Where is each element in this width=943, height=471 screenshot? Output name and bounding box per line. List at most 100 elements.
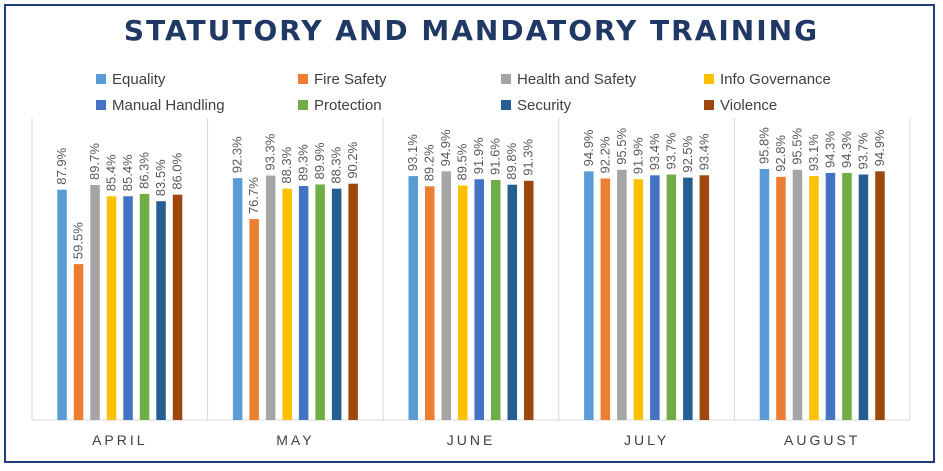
data-label-info-governance-april: 85.4% [104,154,119,191]
bar-security-june [507,184,517,420]
bar-manual-handling-july [650,175,660,420]
legend-label: Equality [112,70,166,88]
bar-fire-safety-august [776,176,786,420]
bar-protection-august [842,172,852,420]
bar-health-and-safety-august [792,169,803,420]
legend-item-health-and-safety: Health and Safety [501,70,636,88]
legend-swatch [96,100,106,110]
x-tick-label-april: APRIL [92,432,147,448]
x-tick-label-may: MAY [276,432,314,448]
legend-item-violence: Violence [704,96,777,114]
data-label-health-and-safety-august: 95.5% [789,127,804,164]
legend-item-equality: Equality [96,70,165,88]
legend-label: Security [517,96,572,114]
bar-violence-august [875,171,885,420]
data-label-fire-safety-may: 76.7% [246,177,261,214]
data-label-security-july: 92.5% [680,135,695,172]
bar-equality-august [759,169,770,420]
legend-item-protection: Protection [298,96,382,114]
bar-security-april [156,201,166,420]
bar-health-and-safety-june [441,171,451,420]
bar-equality-may [232,178,243,420]
x-tick-label-july: JULY [624,432,669,448]
bar-equality-june [408,176,418,420]
legend-label: Health and Safety [517,70,637,88]
data-label-health-and-safety-may: 93.3% [263,133,278,170]
bar-protection-may [315,184,325,420]
bar-equality-july [584,171,594,420]
data-label-manual-handling-may: 89.3% [296,144,311,181]
data-label-protection-april: 86.3% [137,152,152,189]
data-label-security-april: 83.5% [153,159,168,196]
bar-violence-july [699,175,710,420]
data-label-equality-april: 87.9% [54,147,69,184]
data-label-equality-may: 92.3% [230,136,245,173]
bar-security-may [331,188,342,420]
legend-label: Info Governance [720,70,831,88]
legend-swatch [501,74,511,84]
data-label-security-may: 88.3% [329,146,344,183]
data-label-security-august: 93.7% [855,132,870,169]
data-label-violence-may: 90.2% [345,141,360,178]
data-label-fire-safety-august: 92.8% [773,135,788,172]
data-label-info-governance-june: 89.5% [455,143,470,180]
bar-manual-handling-april [123,196,133,420]
bar-protection-july [666,174,677,420]
bar-info-governance-july [633,179,644,420]
legend-swatch [298,74,308,84]
data-label-protection-august: 94.3% [839,131,854,168]
legend-item-fire-safety: Fire Safety [298,70,387,88]
data-label-equality-june: 93.1% [405,134,420,171]
bar-violence-may [348,183,358,420]
data-label-protection-june: 91.6% [488,138,503,175]
bar-violence-june [524,180,534,420]
legend-label: Protection [314,96,382,114]
bar-violence-april [172,194,183,420]
data-label-manual-handling-april: 85.4% [120,154,135,191]
bar-health-and-safety-may [265,175,276,420]
bar-fire-safety-may [249,219,259,420]
bar-manual-handling-august [825,172,836,420]
legend-item-info-governance: Info Governance [704,70,831,88]
data-label-health-and-safety-july: 95.5% [614,127,629,164]
data-label-equality-august: 95.8% [756,127,771,164]
chart-title: STATUTORY AND MANDATORY TRAINING [123,14,820,47]
bar-protection-april [139,193,150,420]
x-tick-label-june: JUNE [447,432,496,448]
data-label-manual-handling-august: 94.3% [822,131,837,168]
bar-info-governance-august [809,176,819,420]
legend-swatch [501,100,511,110]
data-label-equality-july: 94.9% [581,129,596,166]
data-label-manual-handling-june: 91.9% [471,137,486,174]
data-label-health-and-safety-june: 94.9% [438,129,453,166]
data-label-security-june: 89.8% [504,142,519,179]
data-label-info-governance-july: 91.9% [630,137,645,174]
bar-manual-handling-june [474,179,484,420]
data-label-info-governance-august: 93.1% [806,134,821,171]
bar-health-and-safety-july [617,169,627,420]
bar-protection-june [491,180,501,420]
data-label-protection-july: 93.7% [663,132,678,169]
data-label-protection-may: 89.9% [312,142,327,179]
bar-health-and-safety-april [90,184,100,420]
bar-info-governance-may [282,188,292,420]
legend-swatch [704,74,714,84]
data-label-violence-june: 91.3% [521,138,536,175]
data-label-info-governance-may: 88.3% [279,146,294,183]
legend-swatch [704,100,714,110]
data-label-health-and-safety-april: 89.7% [87,143,102,180]
bar-fire-safety-april [73,264,84,420]
legend-label: Violence [720,96,778,114]
bar-equality-april [57,189,67,420]
bar-fire-safety-july [600,178,611,420]
bar-info-governance-june [458,185,468,420]
data-label-manual-handling-july: 93.4% [647,133,662,170]
data-label-violence-august: 94.9% [872,129,887,166]
data-label-fire-safety-july: 92.2% [597,136,612,173]
data-label-fire-safety-june: 89.2% [422,144,437,181]
bar-security-july [683,177,693,420]
data-label-violence-july: 93.4% [696,133,711,170]
data-label-violence-april: 86.0% [170,152,185,189]
x-tick-label-august: AUGUST [784,432,860,448]
